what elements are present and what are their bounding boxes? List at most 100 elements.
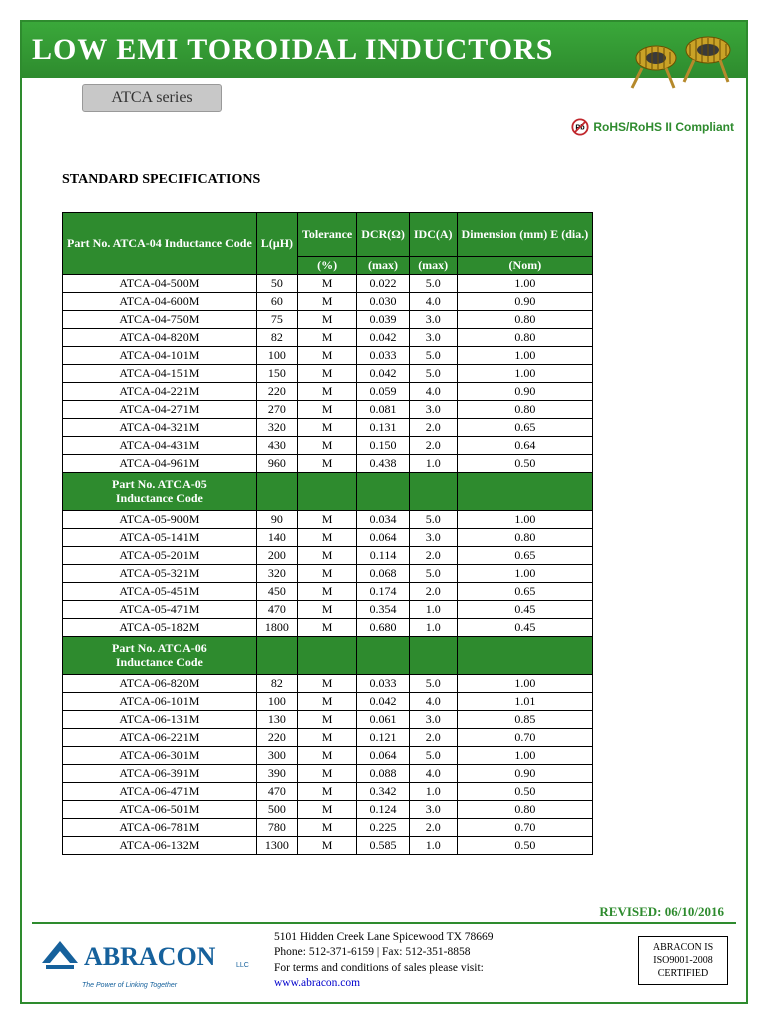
sub-tol: (%) [298,257,357,275]
cert-line1: ABRACON IS [641,941,725,954]
table-row: ATCA-04-151M150M0.0425.01.00 [63,365,593,383]
table-cell: 200 [256,546,297,564]
table-cell: 1.00 [457,365,593,383]
table-cell: 0.121 [357,728,410,746]
table-cell: ATCA-04-431M [63,437,257,455]
section-blank [409,473,457,511]
section-header-row: Part No. ATCA-06Inductance Code [63,636,593,674]
table-cell: M [298,510,357,528]
table-cell: 5.0 [409,347,457,365]
table-cell: M [298,692,357,710]
table-cell: 1800 [256,618,297,636]
table-cell: ATCA-06-101M [63,692,257,710]
table-cell: M [298,728,357,746]
col-tol: Tolerance [298,213,357,257]
rohs-compliance: Pb RoHS/RoHS II Compliant [571,118,734,136]
pb-free-icon: Pb [571,118,589,136]
table-cell: 430 [256,437,297,455]
table-cell: 130 [256,710,297,728]
table-row: ATCA-05-900M90M0.0345.01.00 [63,510,593,528]
table-cell: 2.0 [409,546,457,564]
table-row: ATCA-04-820M82M0.0423.00.80 [63,329,593,347]
table-cell: 4.0 [409,692,457,710]
table-row: ATCA-05-471M470M0.3541.00.45 [63,600,593,618]
page-title: LOW EMI TOROIDAL INDUCTORS [32,33,553,67]
table-cell: 0.80 [457,528,593,546]
col-l: L(µH) [256,213,297,275]
table-cell: 0.042 [357,692,410,710]
table-cell: 0.585 [357,836,410,854]
table-cell: 0.131 [357,419,410,437]
table-cell: 1.0 [409,600,457,618]
table-cell: M [298,419,357,437]
table-cell: 0.061 [357,710,410,728]
table-cell: M [298,546,357,564]
section-blank [457,636,593,674]
table-row: ATCA-04-431M430M0.1502.00.64 [63,437,593,455]
table-cell: ATCA-06-391M [63,764,257,782]
table-cell: 0.50 [457,455,593,473]
table-cell: M [298,764,357,782]
svg-text:LLC: LLC [236,962,249,969]
table-cell: 2.0 [409,582,457,600]
table-cell: 500 [256,800,297,818]
table-cell: 320 [256,419,297,437]
section-blank [298,636,357,674]
revised-date: REVISED: 06/10/2016 [32,904,736,920]
table-cell: M [298,275,357,293]
section-header-row: Part No. ATCA-05Inductance Code [63,473,593,511]
table-cell: ATCA-04-750M [63,311,257,329]
table-cell: 0.65 [457,546,593,564]
website-link[interactable]: www.abracon.com [274,977,360,989]
table-cell: 0.45 [457,618,593,636]
table-cell: 0.064 [357,528,410,546]
table-cell: 0.70 [457,728,593,746]
table-cell: 0.680 [357,618,410,636]
table-cell: 1.0 [409,782,457,800]
table-cell: 1.00 [457,510,593,528]
table-row: ATCA-05-201M200M0.1142.00.65 [63,546,593,564]
table-row: ATCA-06-101M100M0.0424.01.01 [63,692,593,710]
series-tab: ATCA series [82,84,222,112]
table-cell: M [298,564,357,582]
page-frame: LOW EMI TOROIDAL INDUCTORS ATCA series [20,20,748,1004]
table-cell: 780 [256,818,297,836]
table-cell: 390 [256,764,297,782]
table-cell: 320 [256,564,297,582]
table-cell: 2.0 [409,419,457,437]
table-cell: M [298,329,357,347]
table-row: ATCA-04-101M100M0.0335.01.00 [63,347,593,365]
table-cell: 0.65 [457,582,593,600]
footer-row: ABRACON LLC The Power of Linking Togethe… [32,930,736,992]
table-row: ATCA-04-500M50M0.0225.01.00 [63,275,593,293]
table-row: ATCA-06-221M220M0.1212.00.70 [63,728,593,746]
table-cell: ATCA-06-781M [63,818,257,836]
section-blank [357,473,410,511]
col-dcr: DCR(Ω) [357,213,410,257]
table-cell: 0.50 [457,782,593,800]
table-row: ATCA-04-221M220M0.0594.00.90 [63,383,593,401]
table-row: ATCA-05-182M1800M0.6801.00.45 [63,618,593,636]
table-row: ATCA-04-321M320M0.1312.00.65 [63,419,593,437]
sub-dcr: (max) [357,257,410,275]
table-cell: 0.90 [457,383,593,401]
table-cell: 100 [256,347,297,365]
table-cell: 0.174 [357,582,410,600]
table-cell: 5.0 [409,510,457,528]
table-cell: 3.0 [409,710,457,728]
footer: REVISED: 06/10/2016 ABRACON LLC The Powe… [32,904,736,992]
table-cell: 50 [256,275,297,293]
table-cell: 0.90 [457,764,593,782]
table-cell: 0.022 [357,275,410,293]
table-cell: M [298,674,357,692]
table-row: ATCA-05-321M320M0.0685.01.00 [63,564,593,582]
table-cell: 470 [256,782,297,800]
table-cell: M [298,836,357,854]
table-cell: 90 [256,510,297,528]
table-cell: ATCA-04-221M [63,383,257,401]
table-cell: 1.00 [457,275,593,293]
cert-line3: CERTIFIED [641,967,725,980]
table-row: ATCA-05-451M450M0.1742.00.65 [63,582,593,600]
table-cell: ATCA-05-471M [63,600,257,618]
table-cell: 270 [256,401,297,419]
